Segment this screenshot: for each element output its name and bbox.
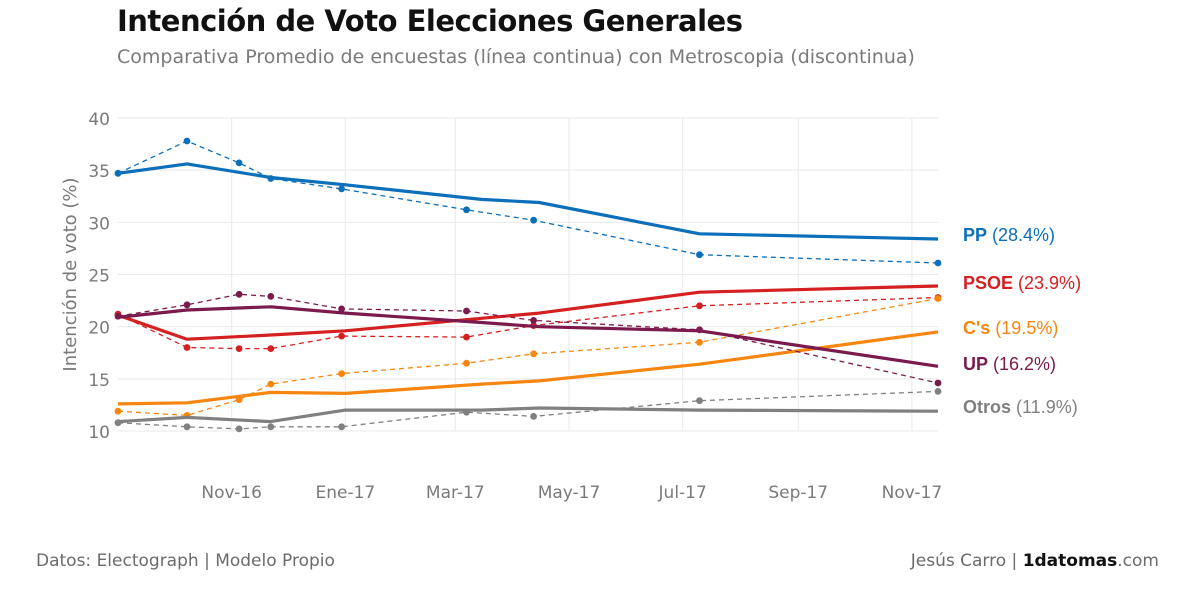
y-tick-label: 40: [88, 110, 110, 130]
metroscopia-point: [235, 290, 243, 298]
average-line: [117, 406, 939, 424]
metroscopia-point: [183, 344, 191, 351]
x-tick-label: Jul-17: [658, 483, 707, 503]
x-tick-label: Nov-17: [882, 483, 943, 503]
series-value: (19.5%): [990, 318, 1058, 338]
average-line: [117, 330, 939, 406]
y-tick-label: 25: [88, 267, 110, 287]
brand-name: 1datomas: [1022, 551, 1118, 571]
metroscopia-point: [463, 206, 470, 214]
metroscopia-point: [530, 350, 537, 358]
series-psoe: [114, 284, 942, 352]
metroscopia-point: [934, 295, 942, 302]
series-end-label: UP (16.2%): [963, 354, 1056, 374]
series-labels: PP (28.4%)PSOE (23.9%)C's (19.5%)UP (16.…: [963, 225, 1081, 417]
series-cs: [114, 295, 942, 419]
series-end-label: Otros (11.9%): [963, 397, 1078, 417]
metroscopia-point: [183, 137, 191, 145]
series-name: C's: [963, 318, 990, 338]
y-tick-label: 20: [88, 319, 110, 339]
series-name: Otros: [963, 397, 1011, 417]
metroscopia-line: [117, 296, 939, 350]
series-pp: [114, 137, 942, 267]
author-credit: Jesús Carro | 1datomas.com: [911, 551, 1159, 571]
metroscopia-point: [530, 413, 537, 420]
chart-subtitle: Comparativa Promedio de encuestas (línea…: [117, 46, 915, 68]
metroscopia-point: [235, 425, 243, 433]
y-tick-label: 35: [88, 162, 110, 182]
metroscopia-point: [530, 216, 537, 224]
y-axis-title: Intención de voto (%): [60, 177, 81, 371]
metroscopia-point: [934, 259, 942, 267]
metroscopia-point: [338, 332, 345, 340]
average-line: [117, 305, 939, 368]
series-value: (16.2%): [988, 354, 1056, 374]
metroscopia-point: [235, 159, 243, 167]
metroscopia-point: [114, 407, 122, 415]
series-up: [114, 290, 942, 387]
author-name: Jesús Carro: [910, 551, 1007, 571]
series-otros: [114, 388, 942, 433]
metroscopia-point: [934, 379, 942, 387]
series-value: (28.4%): [987, 225, 1055, 245]
metroscopia-point: [235, 345, 243, 352]
grid-lines: [118, 117, 938, 432]
series-value: (23.9%): [1013, 273, 1081, 293]
metroscopia-point: [934, 388, 942, 395]
metroscopia-point: [338, 185, 345, 193]
series-name: PP: [963, 225, 987, 245]
data-source: Datos: Electograph | Modelo Propio: [36, 551, 335, 571]
metroscopia-line: [117, 297, 939, 417]
metroscopia-point: [696, 302, 703, 310]
metroscopia-point: [338, 305, 345, 313]
metroscopia-point: [267, 380, 275, 388]
metroscopia-point: [696, 338, 703, 346]
metroscopia-point: [463, 333, 470, 341]
x-tick-label: May-17: [538, 483, 601, 503]
series-end-label: PSOE (23.9%): [963, 273, 1081, 293]
x-tick-label: Sep-17: [768, 483, 828, 503]
metroscopia-point: [267, 293, 275, 300]
x-tick-label: Mar-17: [426, 483, 485, 503]
metroscopia-point: [183, 423, 191, 431]
metroscopia-point: [463, 359, 470, 367]
credit-separator: |: [1006, 551, 1023, 571]
metroscopia-point: [338, 370, 345, 377]
metroscopia-point: [696, 397, 703, 405]
series-end-label: C's (19.5%): [963, 318, 1058, 338]
metroscopia-point: [267, 423, 275, 431]
average-line: [117, 162, 939, 241]
x-tick-label: Ene-17: [315, 483, 375, 503]
x-tick-label: Nov-16: [201, 483, 262, 503]
y-tick-label: 30: [88, 214, 110, 234]
metroscopia-point: [530, 317, 537, 324]
series-name: UP: [963, 354, 988, 374]
average-line: [117, 284, 939, 341]
chart-title: Intención de Voto Elecciones Generales: [117, 4, 743, 38]
brand-suffix: .com: [1117, 551, 1159, 571]
metroscopia-point: [696, 251, 703, 259]
metroscopia-point: [463, 307, 470, 315]
y-tick-label: 10: [88, 423, 110, 443]
series-end-label: PP (28.4%): [963, 225, 1055, 245]
metroscopia-point: [267, 345, 275, 352]
series-group: [114, 137, 942, 433]
axes: 10 15 20 25 30 35 40 Nov-16 Ene-17 Mar-17 May-17 Ju…: [60, 110, 942, 503]
series-value: (11.9%): [1011, 397, 1078, 417]
series-name: PSOE: [963, 273, 1013, 293]
y-tick-label: 15: [88, 371, 110, 391]
metroscopia-point: [183, 301, 191, 309]
metroscopia-point: [338, 423, 345, 431]
